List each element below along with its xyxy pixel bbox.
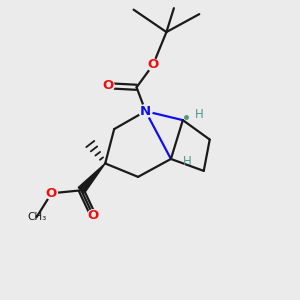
Text: O: O [46,187,57,200]
Text: O: O [88,209,99,222]
Circle shape [139,105,152,118]
Text: N: N [140,105,151,118]
Text: H: H [195,108,204,121]
Text: O: O [147,58,159,71]
Circle shape [87,210,99,222]
Text: CH₃: CH₃ [27,212,46,222]
Circle shape [147,59,159,71]
Text: O: O [103,79,114,92]
Circle shape [46,187,57,199]
Text: H: H [183,155,192,168]
Circle shape [102,80,114,92]
Polygon shape [78,164,105,193]
